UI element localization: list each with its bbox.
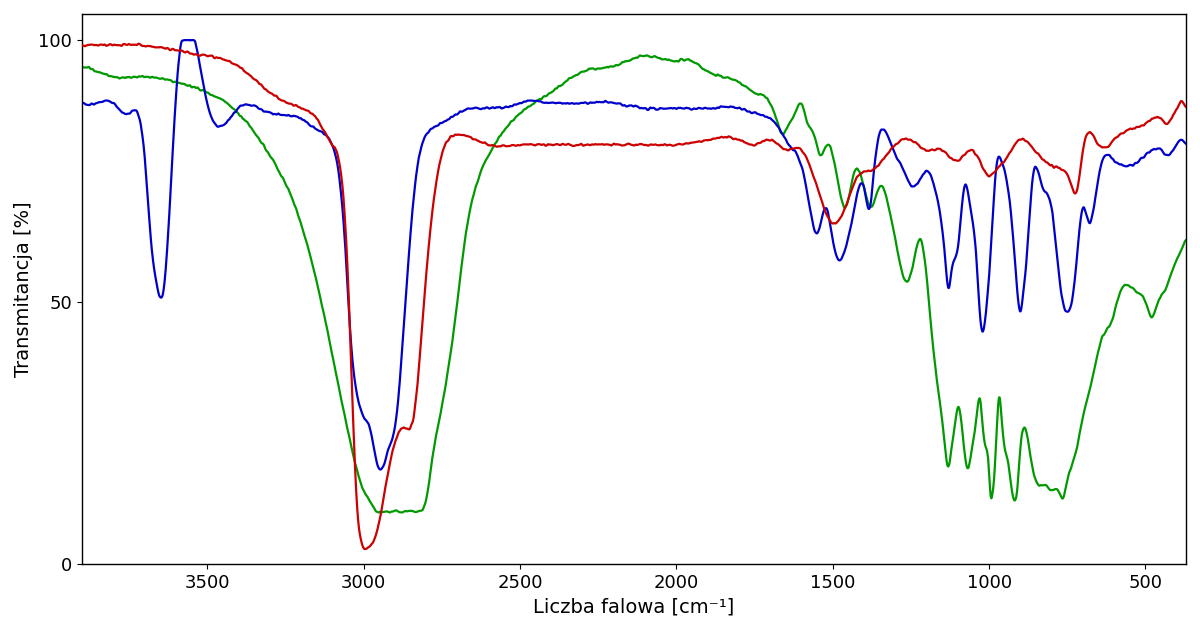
X-axis label: Liczba falowa [cm⁻¹]: Liczba falowa [cm⁻¹] — [534, 597, 734, 616]
Y-axis label: Transmitancja [%]: Transmitancja [%] — [14, 201, 32, 377]
